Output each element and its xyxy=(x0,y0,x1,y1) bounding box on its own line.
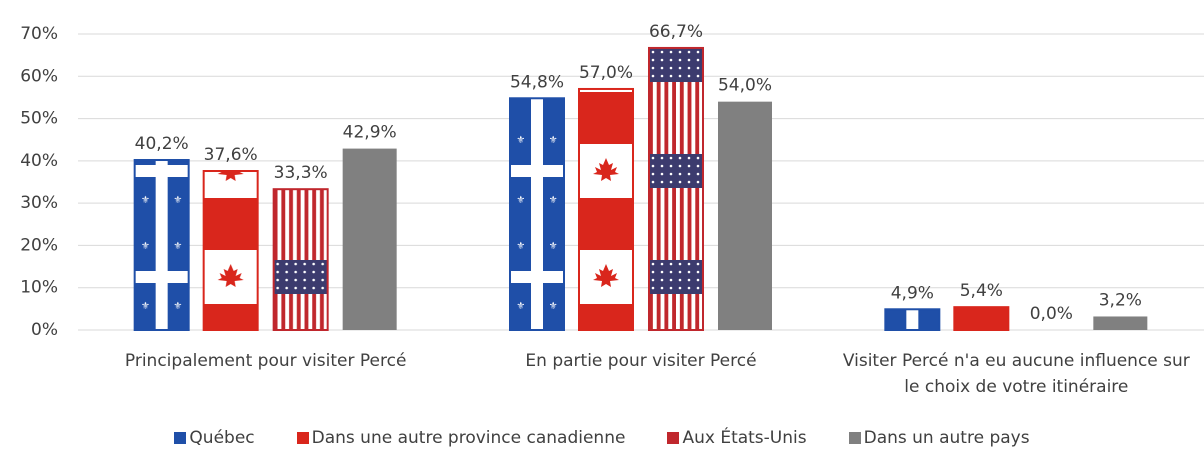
x-tick-label: Visiter Percé n'a eu aucune influence su… xyxy=(842,351,1190,397)
value-label: 57,0% xyxy=(579,63,633,83)
legend-item: Dans un autre pays xyxy=(848,428,1030,448)
value-label: 42,9% xyxy=(343,123,397,143)
value-label: 66,7% xyxy=(649,22,703,42)
y-tick-label: 10% xyxy=(20,278,58,298)
value-label: 3,2% xyxy=(1099,290,1142,310)
legend-label: Aux États-Unis xyxy=(682,428,807,448)
legend-swatch xyxy=(667,432,680,444)
legend-swatch xyxy=(848,432,861,444)
bar xyxy=(884,308,941,331)
bar xyxy=(953,306,1010,331)
value-label: 40,2% xyxy=(135,134,189,154)
value-label: 54,8% xyxy=(510,72,564,92)
bar xyxy=(648,46,704,331)
legend: Québec Dans une autre province canadienne… xyxy=(0,428,1204,448)
legend-item: Aux États-Unis xyxy=(667,428,807,448)
x-tick-label: Principalement pour visiter Percé xyxy=(124,351,407,371)
bar xyxy=(509,97,565,331)
legend-label: Dans un autre pays xyxy=(863,428,1030,448)
legend-item: Québec xyxy=(174,428,255,448)
y-tick-label: 40% xyxy=(20,151,58,171)
bar xyxy=(578,87,634,331)
value-label: 33,3% xyxy=(274,163,328,183)
value-label: 4,9% xyxy=(891,283,934,303)
y-tick-label: 70% xyxy=(20,24,58,44)
legend-swatch xyxy=(296,432,309,444)
legend-label: Dans une autre province canadienne xyxy=(311,428,626,448)
value-label: 5,4% xyxy=(960,281,1003,301)
bar xyxy=(202,170,259,331)
legend-label: Québec xyxy=(189,428,255,448)
value-label: 0,0% xyxy=(1030,304,1073,324)
y-tick-label: 50% xyxy=(20,109,58,129)
bar xyxy=(1093,316,1148,330)
legend-item: Dans une autre province canadienne xyxy=(296,428,626,448)
value-label: 37,6% xyxy=(204,145,258,165)
legend-swatch xyxy=(174,432,187,444)
y-tick-label: 0% xyxy=(31,320,58,340)
bar xyxy=(133,159,190,331)
y-tick-label: 20% xyxy=(20,235,58,255)
y-tick-label: 30% xyxy=(20,193,58,213)
x-tick-label: En partie pour visiter Percé xyxy=(525,351,757,371)
bar xyxy=(342,148,397,330)
y-tick-label: 60% xyxy=(20,66,58,86)
value-label: 54,0% xyxy=(718,76,772,96)
bar xyxy=(718,101,772,331)
bar xyxy=(272,188,329,331)
